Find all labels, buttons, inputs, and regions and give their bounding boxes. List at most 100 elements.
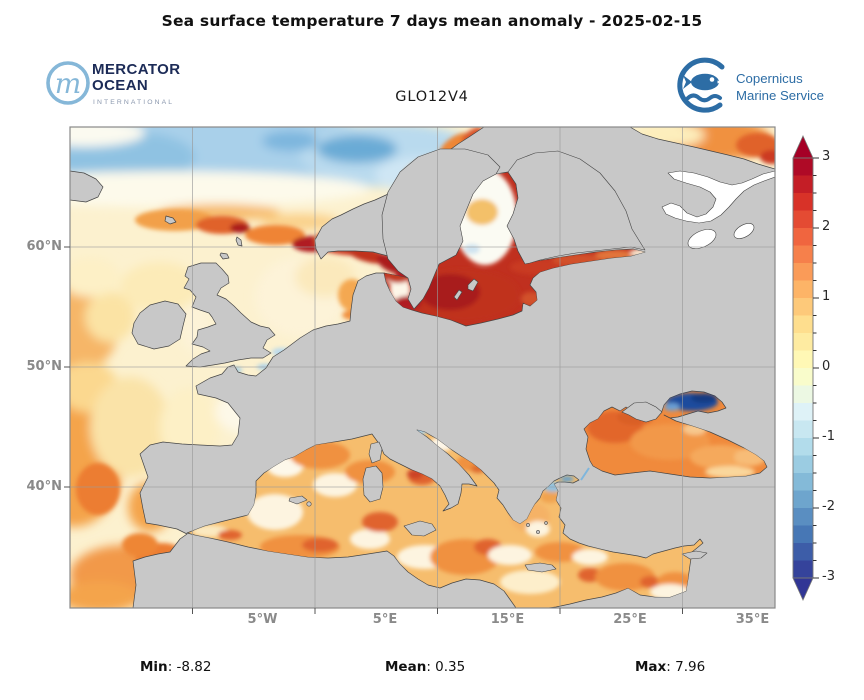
stat-mean: Mean: 0.35 bbox=[385, 659, 465, 675]
colorbar-segment bbox=[793, 315, 813, 334]
colorbar-segment bbox=[793, 158, 813, 176]
colorbar-segment bbox=[793, 280, 813, 299]
stat-max-value: : 7.96 bbox=[666, 659, 706, 675]
stat-min: Min: -8.82 bbox=[140, 659, 211, 675]
lat-tick-label: 50°N bbox=[26, 359, 62, 374]
lat-tick-label: 40°N bbox=[26, 479, 62, 494]
colorbar-tick-label: -2 bbox=[822, 499, 835, 514]
colorbar-segment bbox=[793, 385, 813, 404]
colorbar-tick-label: -3 bbox=[822, 569, 835, 584]
stat-max: Max: 7.96 bbox=[635, 659, 705, 675]
island-shetland bbox=[235, 236, 243, 247]
sweden-land bbox=[381, 148, 501, 310]
island-oland bbox=[453, 289, 463, 301]
colorbar-tick-label: 3 bbox=[822, 149, 831, 164]
map-figure bbox=[64, 126, 776, 614]
island-corsica bbox=[368, 441, 383, 464]
colorbar-segment bbox=[793, 333, 813, 351]
mercator-ocean-logo: m MERCATOR OCEAN INTERNATIONAL bbox=[44, 54, 194, 112]
island-mallorca bbox=[288, 495, 308, 505]
colorbar-tick-label: 1 bbox=[822, 289, 831, 304]
island-ireland bbox=[131, 300, 187, 350]
lat-tick-label: 60°N bbox=[26, 239, 62, 254]
colorbar-segment bbox=[793, 175, 813, 194]
colorbar-segment bbox=[793, 403, 813, 421]
stat-min-label: Min bbox=[140, 659, 168, 675]
colorbar bbox=[792, 135, 832, 603]
island-sardinia bbox=[362, 465, 384, 503]
wave-icon bbox=[686, 93, 722, 103]
copernicus-arc-icon bbox=[677, 57, 725, 113]
island-faroe bbox=[164, 215, 177, 225]
map-svg bbox=[64, 126, 776, 614]
lon-tick-label: 5°E bbox=[372, 612, 398, 627]
bosphorus-strait bbox=[580, 467, 590, 481]
colorbar-segment bbox=[793, 525, 813, 544]
colorbar-segment bbox=[793, 420, 813, 439]
colorbar-segments bbox=[793, 158, 813, 579]
colorbar-segment bbox=[793, 455, 813, 474]
colorbar-segment bbox=[793, 263, 813, 281]
colorbar-segment bbox=[793, 350, 813, 369]
colorbar-segment bbox=[793, 473, 813, 491]
fish-icon bbox=[683, 73, 722, 91]
stat-mean-label: Mean bbox=[385, 659, 427, 675]
axis-ticks bbox=[64, 246, 683, 614]
mediterranean-sea bbox=[186, 429, 708, 608]
colorbar-segment bbox=[793, 245, 813, 264]
colorbar-segment bbox=[793, 438, 813, 456]
scandinavia-overlay bbox=[381, 148, 646, 310]
colorbar-top-arrow bbox=[792, 135, 814, 159]
graticule bbox=[70, 127, 775, 608]
colorbar-tick-label: -1 bbox=[822, 429, 835, 444]
mercator-monogram-icon: m MERCATOR OCEAN INTERNATIONAL bbox=[46, 61, 180, 106]
colorbar-segment bbox=[793, 490, 813, 509]
colorbar-segment bbox=[793, 560, 813, 579]
black-sea bbox=[580, 390, 768, 481]
stat-mean-value: : 0.35 bbox=[426, 659, 466, 675]
colorbar-segment bbox=[793, 228, 813, 246]
mercator-line2: OCEAN bbox=[92, 77, 148, 94]
figure-title: Sea surface temperature 7 days mean anom… bbox=[161, 12, 703, 30]
island-crete bbox=[524, 562, 557, 573]
map-layers bbox=[70, 127, 775, 608]
lon-tick-label: 15°E bbox=[490, 612, 525, 627]
stat-min-value: : -8.82 bbox=[167, 659, 212, 675]
island-orkney bbox=[219, 252, 230, 260]
crimea-land bbox=[621, 401, 663, 423]
copernicus-line2: Marine Service bbox=[736, 88, 824, 103]
colorbar-segment bbox=[793, 368, 813, 386]
model-label: GLO12V4 bbox=[395, 89, 469, 105]
copernicus-marine-logo: Copernicus Marine Service bbox=[676, 55, 841, 119]
lon-tick-label: 35°E bbox=[735, 612, 770, 627]
lon-tick-label: 5°W bbox=[247, 612, 278, 627]
stat-max-label: Max bbox=[635, 659, 667, 675]
colorbar-segment bbox=[793, 508, 813, 526]
colorbar-segment bbox=[793, 193, 813, 211]
lon-tick-label: 25°E bbox=[613, 612, 647, 627]
mediterranean-islands bbox=[288, 441, 708, 573]
mediterranean-anomaly-blobs bbox=[192, 430, 693, 600]
colorbar-segment bbox=[793, 210, 813, 229]
island-sicily bbox=[403, 520, 437, 537]
colorbar-svg bbox=[792, 135, 819, 601]
island-cyprus bbox=[681, 550, 708, 560]
svg-text:m: m bbox=[55, 67, 82, 100]
island-iceland bbox=[70, 170, 104, 203]
lake-ladoga bbox=[687, 229, 717, 249]
lake-onega bbox=[733, 223, 755, 239]
colorbar-tick-label: 0 bbox=[822, 359, 831, 374]
colorbar-bottom-arrow bbox=[792, 577, 814, 601]
island-gotland bbox=[467, 278, 479, 292]
white-sea bbox=[661, 170, 775, 249]
colorbar-segment bbox=[793, 298, 813, 316]
copernicus-logo-svg: Copernicus Marine Service bbox=[677, 57, 824, 113]
mercator-line1: MERCATOR bbox=[92, 61, 180, 78]
colorbar-ticks bbox=[813, 157, 819, 579]
colorbar-tick-label: 2 bbox=[822, 219, 831, 234]
island-great-britain bbox=[183, 262, 276, 368]
colorbar-segment bbox=[793, 543, 813, 561]
copernicus-line1: Copernicus bbox=[736, 71, 803, 86]
finland-land bbox=[506, 150, 646, 265]
